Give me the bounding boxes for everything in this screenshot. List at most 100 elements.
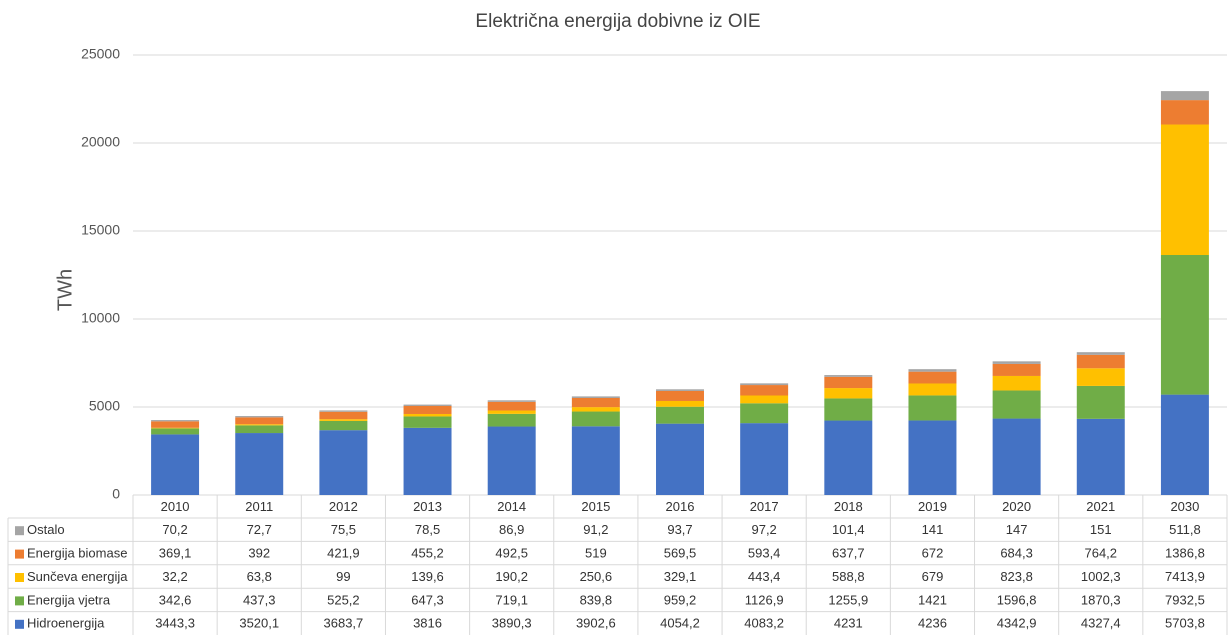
y-tick-label: 5000 — [89, 398, 120, 414]
table-cell: 4231 — [834, 616, 863, 631]
y-tick-label: 10000 — [81, 310, 120, 326]
bar — [235, 417, 284, 425]
table-cell: 588,8 — [832, 569, 865, 584]
table-cell: 839,8 — [580, 592, 613, 607]
table-cell: 679 — [922, 569, 944, 584]
table-cell: 1421 — [918, 592, 947, 607]
legend-label: Ostalo — [27, 522, 65, 537]
bar — [656, 423, 704, 495]
table-cell: 4236 — [918, 616, 947, 631]
table-cell: 91,2 — [583, 522, 608, 537]
bar — [656, 389, 704, 391]
x-tick-label: 2020 — [1002, 499, 1031, 514]
bar — [571, 397, 620, 408]
table-cell: 492,5 — [495, 546, 528, 561]
bar — [487, 413, 536, 427]
table-cell: 70,2 — [162, 522, 187, 537]
bar — [235, 433, 284, 495]
bar — [908, 395, 957, 421]
x-tick-label: 2015 — [581, 499, 610, 514]
table-cell: 823,8 — [1000, 569, 1033, 584]
table-cell: 672 — [922, 546, 944, 561]
legend-key — [15, 526, 24, 536]
table-cell: 443,4 — [748, 569, 781, 584]
bar — [319, 420, 368, 431]
table-cell: 190,2 — [495, 569, 528, 584]
table-cell: 764,2 — [1084, 546, 1117, 561]
legend-label: Energija vjetra — [27, 592, 111, 607]
table-cell: 4054,2 — [660, 616, 700, 631]
legend-key — [15, 619, 24, 629]
table-cell: 3902,6 — [576, 616, 616, 631]
bar — [992, 361, 1041, 364]
bar — [319, 430, 368, 495]
x-tick-label: 2013 — [413, 499, 442, 514]
bar — [151, 421, 200, 428]
bar — [908, 383, 957, 396]
y-tick-label: 20000 — [81, 134, 120, 150]
table-cell: 93,7 — [667, 522, 692, 537]
table-cell: 97,2 — [751, 522, 776, 537]
bar — [824, 420, 873, 495]
table-cell: 147 — [1006, 522, 1028, 537]
bar — [151, 420, 200, 422]
table-cell: 101,4 — [832, 522, 865, 537]
bar — [319, 410, 368, 412]
bar — [571, 396, 620, 398]
bar — [740, 395, 789, 404]
bar — [235, 424, 284, 426]
x-tick-label: 2016 — [666, 499, 695, 514]
bar — [235, 425, 284, 434]
bar — [487, 410, 536, 414]
table-cell: 7413,9 — [1165, 569, 1205, 584]
legend-label: Sunčeva energija — [27, 569, 128, 584]
table-cell: 369,1 — [159, 546, 192, 561]
table-cell: 4083,2 — [744, 616, 784, 631]
bar — [1076, 352, 1125, 355]
table-cell: 5703,8 — [1165, 616, 1205, 631]
bar — [656, 390, 704, 401]
bar — [740, 385, 789, 396]
bar — [487, 400, 536, 402]
y-tick-label: 15000 — [81, 222, 120, 238]
bar — [1076, 368, 1125, 386]
table-cell: 684,3 — [1000, 546, 1033, 561]
table-cell: 139,6 — [411, 569, 444, 584]
table-cell: 1126,9 — [745, 592, 784, 607]
x-tick-label: 2017 — [750, 499, 779, 514]
bar — [1076, 385, 1125, 419]
bar — [740, 383, 789, 386]
table-cell: 329,1 — [664, 569, 697, 584]
table-cell: 342,6 — [159, 592, 192, 607]
bar — [992, 363, 1041, 376]
legend-key — [15, 549, 24, 559]
y-tick-label: 0 — [112, 486, 120, 502]
bar — [403, 416, 452, 428]
x-tick-label: 2019 — [918, 499, 947, 514]
table-cell: 959,2 — [664, 592, 697, 607]
table-cell: 1255,9 — [828, 592, 868, 607]
table-cell: 593,4 — [748, 546, 781, 561]
table-cell: 1386,8 — [1165, 546, 1205, 561]
bar — [319, 419, 368, 421]
table-cell: 519 — [585, 546, 607, 561]
bar — [1076, 418, 1125, 495]
y-tick-label: 25000 — [81, 46, 120, 62]
table-cell: 250,6 — [580, 569, 613, 584]
x-tick-label: 2011 — [245, 499, 273, 514]
table-cell: 455,2 — [411, 546, 444, 561]
bar — [1160, 255, 1209, 395]
table-cell: 1002,3 — [1081, 569, 1121, 584]
table-cell: 437,3 — [243, 592, 276, 607]
table-cell: 78,5 — [415, 522, 440, 537]
bar — [908, 420, 957, 495]
table-cell: 511,8 — [1169, 522, 1201, 537]
table-cell: 569,5 — [664, 546, 697, 561]
bar — [1160, 100, 1209, 125]
table-cell: 3443,3 — [155, 616, 195, 631]
bar — [235, 416, 284, 418]
bar — [1160, 91, 1209, 101]
bar — [992, 418, 1041, 495]
table-cell: 3816 — [413, 616, 442, 631]
